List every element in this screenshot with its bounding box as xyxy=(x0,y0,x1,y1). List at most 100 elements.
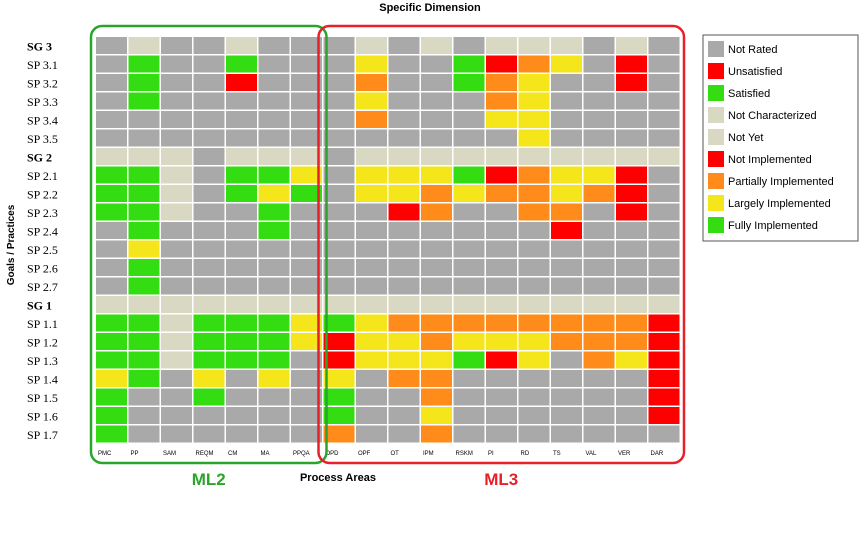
goal-cell-sg-2-rskm xyxy=(453,148,485,165)
practice-cell-sp-1-7-ver xyxy=(616,425,647,443)
practice-cell-sp-3-4-reqm xyxy=(193,111,225,128)
practice-cell-sp-1-1-opf xyxy=(356,314,387,332)
practice-cell-sp-2-1-pi xyxy=(486,166,517,184)
practice-cell-sp-1-5-ma xyxy=(258,388,290,406)
practice-cell-sp-3-2-pp xyxy=(128,74,160,91)
goal-cell-sg-1-ipm xyxy=(421,296,452,313)
practice-cell-sp-3-2-ver xyxy=(616,74,647,91)
practice-cell-sp-1-1-pmc xyxy=(96,314,127,332)
practice-cell-sp-1-6-ts xyxy=(551,407,582,424)
practice-cell-sp-2-2-ts xyxy=(551,185,582,202)
goal-cell-sg-2-rd xyxy=(518,148,550,165)
legend: Not Rated Unsatisfied Satisfied Not Charact… xyxy=(702,34,859,242)
goal-cell-sg-2-pp xyxy=(128,148,160,165)
practice-cell-sp-1-2-ppqa xyxy=(291,333,322,350)
practice-cell-sp-2-6-pi xyxy=(486,259,517,276)
practice-cell-sp-3-5-opf xyxy=(356,129,387,147)
practice-cell-sp-1-3-ver xyxy=(616,351,647,369)
practice-cell-sp-2-6-pmc xyxy=(96,259,127,276)
practice-cell-sp-2-4-opf xyxy=(356,222,387,239)
practice-cell-sp-2-7-sam xyxy=(161,277,192,295)
practice-cell-sp-2-3-pi xyxy=(486,203,517,221)
goal-cell-sg-2-opd xyxy=(323,148,355,165)
practice-cell-sp-3-5-cm xyxy=(226,129,257,147)
practice-cell-sp-1-1-ipm xyxy=(421,314,452,332)
goal-cell-sg-2-ot xyxy=(388,148,420,165)
practice-cell-sp-2-3-rd xyxy=(518,203,550,221)
practice-cell-sp-2-7-dar xyxy=(648,277,680,295)
goal-cell-sg-2-ppqa xyxy=(291,148,322,165)
legend-swatch xyxy=(708,85,724,101)
practice-cell-sp-2-2-ot xyxy=(388,185,420,202)
practice-cell-sp-2-4-ma xyxy=(258,222,290,239)
practice-cell-sp-3-3-ppqa xyxy=(291,92,322,110)
practice-cell-sp-1-3-ot xyxy=(388,351,420,369)
practice-cell-sp-2-6-reqm xyxy=(193,259,225,276)
practice-cell-sp-2-5-ot xyxy=(388,240,420,258)
goal-cell-sg-1-ver xyxy=(616,296,647,313)
practice-cell-sp-1-6-ipm xyxy=(421,407,452,424)
practice-cell-sp-1-3-ts xyxy=(551,351,582,369)
practice-cell-sp-2-2-rskm xyxy=(453,185,485,202)
practice-cell-sp-1-6-ma xyxy=(258,407,290,424)
practice-cell-sp-2-1-reqm xyxy=(193,166,225,184)
goal-cell-sg-2-ipm xyxy=(421,148,452,165)
practice-cell-sp-2-6-sam xyxy=(161,259,192,276)
goal-cell-sg-2-ver xyxy=(616,148,647,165)
goal-cell-sg-1-rskm xyxy=(453,296,485,313)
practice-cell-sp-2-3-ppqa xyxy=(291,203,322,221)
practice-cell-sp-1-7-ts xyxy=(551,425,582,443)
practice-cell-sp-2-7-ver xyxy=(616,277,647,295)
column-label: REQM xyxy=(196,451,214,457)
practice-cell-sp-1-4-dar xyxy=(648,370,680,387)
practice-cell-sp-3-5-dar xyxy=(648,129,680,147)
practice-cell-sp-1-3-opd xyxy=(323,351,355,369)
practice-cell-sp-2-6-val xyxy=(583,259,615,276)
row-label: SG 1 xyxy=(27,298,52,312)
practice-cell-sp-1-3-rd xyxy=(518,351,550,369)
practice-cell-sp-1-4-pmc xyxy=(96,370,127,387)
practice-cell-sp-2-4-cm xyxy=(226,222,257,239)
goal-cell-sg-1-opd xyxy=(323,296,355,313)
practice-cell-sp-3-2-dar xyxy=(648,74,680,91)
practice-cell-sp-2-3-opd xyxy=(323,203,355,221)
practice-cell-sp-1-5-opd xyxy=(323,388,355,406)
practice-cell-sp-1-2-rskm xyxy=(453,333,485,350)
practice-cell-sp-3-5-rskm xyxy=(453,129,485,147)
practice-cell-sp-2-1-dar xyxy=(648,166,680,184)
practice-cell-sp-1-6-ver xyxy=(616,407,647,424)
practice-cell-sp-1-3-sam xyxy=(161,351,192,369)
practice-cell-sp-1-5-val xyxy=(583,388,615,406)
practice-cell-sp-2-7-pp xyxy=(128,277,160,295)
goal-cell-sg-3-opd xyxy=(323,37,355,54)
practice-cell-sp-1-6-reqm xyxy=(193,407,225,424)
practice-cell-sp-2-1-ot xyxy=(388,166,420,184)
heatmap-cells xyxy=(96,37,680,443)
practice-cell-sp-3-5-ppqa xyxy=(291,129,322,147)
practice-cell-sp-3-5-pmc xyxy=(96,129,127,147)
practice-cell-sp-2-6-rskm xyxy=(453,259,485,276)
practice-cell-sp-2-6-ma xyxy=(258,259,290,276)
column-label: RSKM xyxy=(456,451,473,457)
row-label: SG 2 xyxy=(27,150,52,164)
goal-cell-sg-3-ma xyxy=(258,37,290,54)
practice-cell-sp-1-1-rd xyxy=(518,314,550,332)
practice-cell-sp-1-3-opf xyxy=(356,351,387,369)
column-label: SAM xyxy=(163,451,176,457)
practice-cell-sp-2-2-ma xyxy=(258,185,290,202)
practice-cell-sp-3-5-ts xyxy=(551,129,582,147)
practice-cell-sp-2-2-pi xyxy=(486,185,517,202)
practice-cell-sp-1-7-val xyxy=(583,425,615,443)
practice-cell-sp-3-1-ts xyxy=(551,55,582,73)
row-label: SP 3.3 xyxy=(27,95,58,109)
practice-cell-sp-3-4-pmc xyxy=(96,111,127,128)
practice-cell-sp-2-1-opd xyxy=(323,166,355,184)
practice-cell-sp-3-1-val xyxy=(583,55,615,73)
practice-cell-sp-2-2-ipm xyxy=(421,185,452,202)
practice-cell-sp-1-2-opf xyxy=(356,333,387,350)
practice-cell-sp-2-1-opf xyxy=(356,166,387,184)
column-label: DAR xyxy=(651,451,664,457)
practice-cell-sp-1-4-ot xyxy=(388,370,420,387)
practice-cell-sp-2-6-ipm xyxy=(421,259,452,276)
column-label: IPM xyxy=(423,451,434,457)
